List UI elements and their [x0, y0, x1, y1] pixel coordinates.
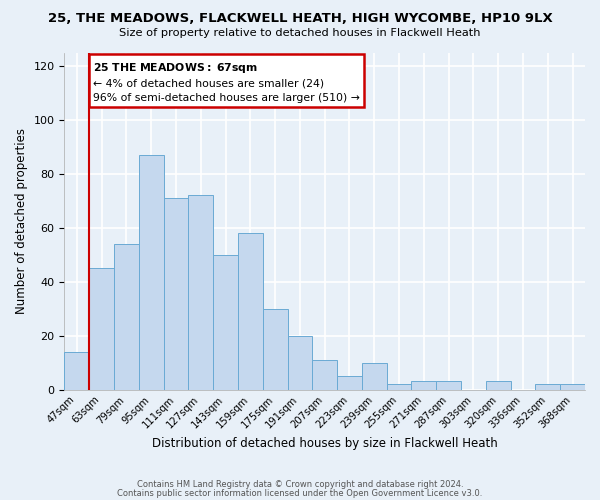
Bar: [139, 155, 164, 390]
Text: Contains public sector information licensed under the Open Government Licence v3: Contains public sector information licen…: [118, 488, 482, 498]
Bar: [560, 384, 585, 390]
Bar: [436, 382, 461, 390]
Bar: [64, 352, 89, 390]
Bar: [188, 196, 213, 390]
Bar: [114, 244, 139, 390]
Bar: [238, 233, 263, 390]
Bar: [89, 268, 114, 390]
Y-axis label: Number of detached properties: Number of detached properties: [15, 128, 28, 314]
Bar: [164, 198, 188, 390]
Bar: [535, 384, 560, 390]
X-axis label: Distribution of detached houses by size in Flackwell Heath: Distribution of detached houses by size …: [152, 437, 497, 450]
Bar: [486, 382, 511, 390]
Bar: [263, 308, 287, 390]
Text: 25, THE MEADOWS, FLACKWELL HEATH, HIGH WYCOMBE, HP10 9LX: 25, THE MEADOWS, FLACKWELL HEATH, HIGH W…: [47, 12, 553, 26]
Bar: [386, 384, 412, 390]
Bar: [213, 254, 238, 390]
Bar: [337, 376, 362, 390]
Bar: [412, 382, 436, 390]
Bar: [287, 336, 313, 390]
Text: Contains HM Land Registry data © Crown copyright and database right 2024.: Contains HM Land Registry data © Crown c…: [137, 480, 463, 489]
Text: Size of property relative to detached houses in Flackwell Heath: Size of property relative to detached ho…: [119, 28, 481, 38]
Text: $\bf{25\ THE\ MEADOWS:\ 67sqm}$
← 4% of detached houses are smaller (24)
96% of : $\bf{25\ THE\ MEADOWS:\ 67sqm}$ ← 4% of …: [93, 60, 360, 102]
Bar: [313, 360, 337, 390]
Bar: [362, 362, 386, 390]
